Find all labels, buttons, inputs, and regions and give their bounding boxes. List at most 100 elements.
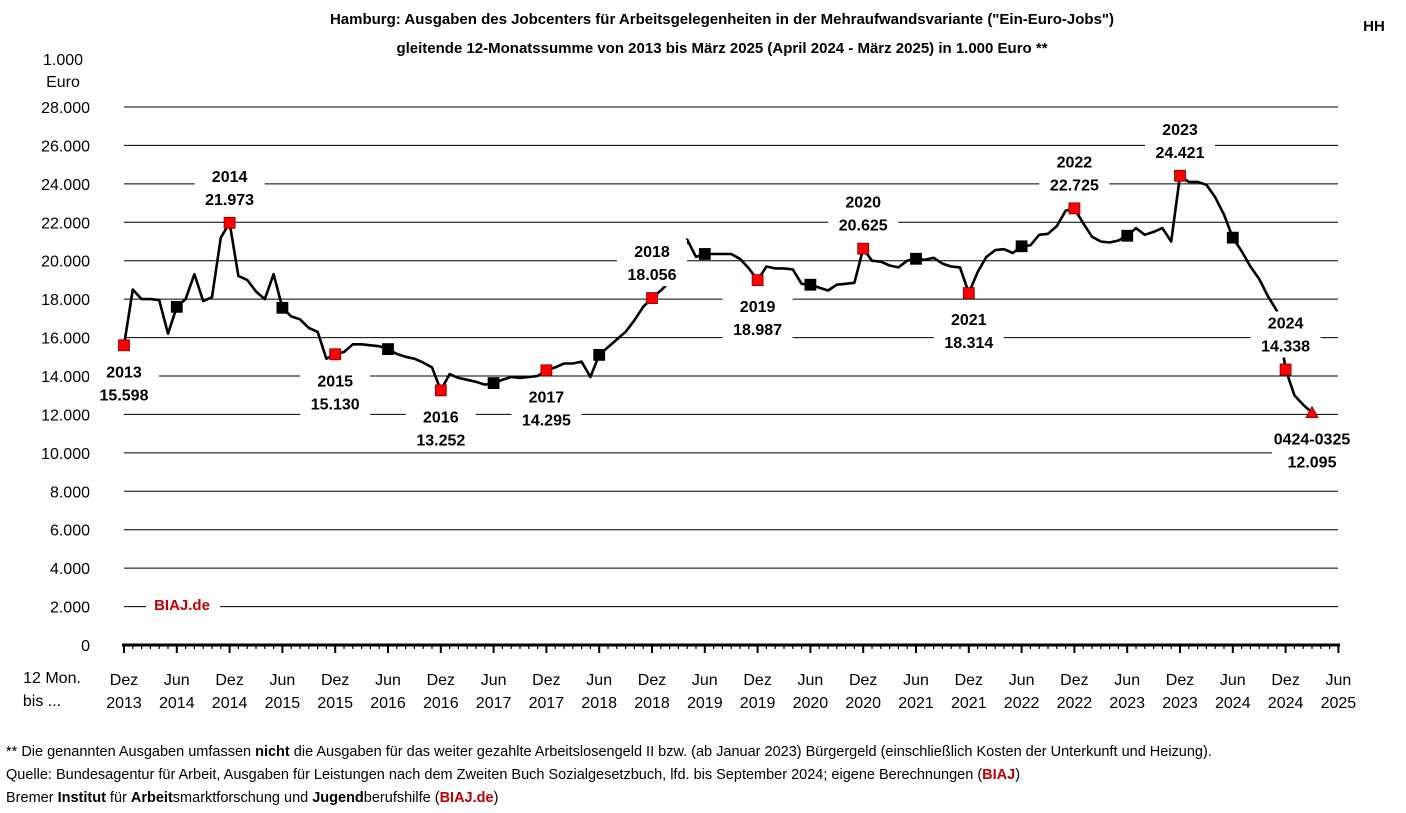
x-axis-label-line1: 12 Mon.: [23, 670, 81, 687]
inst-f: Jugend: [312, 790, 364, 806]
x-tick-month: Dez: [215, 672, 243, 689]
annotation-value: 22.725: [1050, 177, 1099, 194]
x-tick-year: 2023: [1162, 695, 1198, 712]
annotation-year: 0424-0325: [1274, 432, 1351, 449]
x-tick-month: Jun: [1220, 672, 1246, 689]
annotation-backdrop: [1039, 150, 1110, 197]
x-tick-month: Dez: [427, 672, 455, 689]
x-tick-month: Jun: [1009, 672, 1035, 689]
annotation-value: 18.056: [628, 267, 677, 284]
x-tick-month: Dez: [321, 672, 349, 689]
series-line: [122, 174, 1313, 414]
x-tick-month: Dez: [638, 672, 666, 689]
footnote-text-a: ** Die genannten Ausgaben umfassen: [6, 744, 256, 760]
x-tick-month: Dez: [849, 672, 877, 689]
annotation-year: 2021: [951, 312, 987, 329]
x-tick-year: 2019: [687, 695, 723, 712]
annotation-year: 2016: [423, 409, 459, 426]
x-tick-month: Dez: [532, 672, 560, 689]
y-tick-label: 2.000: [50, 600, 90, 617]
footnote-text-c: die Ausgaben für das weiter gezahlte Arb…: [289, 744, 1212, 760]
x-tick-month: Jun: [586, 672, 612, 689]
chart-title-line1: Hamburg: Ausgaben des Jobcenters für Arb…: [330, 11, 1114, 28]
annotation-backdrop: [933, 308, 1004, 355]
x-tick-month: Jun: [481, 672, 507, 689]
x-tick-year: 2021: [898, 695, 934, 712]
annotation-year: 2023: [1162, 122, 1198, 139]
annotation-year: 2013: [106, 364, 142, 381]
x-tick-year: 2015: [265, 695, 301, 712]
annotation-value: 15.598: [100, 387, 149, 404]
marker-black: [382, 343, 394, 356]
inst-c: für: [105, 790, 131, 806]
y-tick-label: 0: [81, 638, 90, 655]
marker-black: [1121, 229, 1134, 242]
annotation-year: 2022: [1057, 154, 1093, 171]
marker-black: [1226, 231, 1239, 244]
y-tick-label: 4.000: [50, 561, 90, 578]
x-tick-month: Dez: [1060, 672, 1088, 689]
annotation-value: 20.625: [839, 218, 888, 235]
y-tick-label: 6.000: [50, 523, 90, 540]
region-code: HH: [1363, 18, 1385, 35]
annotation-backdrop: [1250, 311, 1321, 358]
marker-red: [646, 292, 658, 304]
marker-red: [751, 274, 764, 287]
y-tick-label: 20.000: [41, 254, 90, 271]
annotation-value: 18.987: [733, 322, 782, 339]
annotation-year: 2018: [634, 244, 670, 261]
y-tick-label: 24.000: [41, 177, 90, 194]
annotation-backdrop: [405, 405, 476, 452]
y-tick-label: 14.000: [41, 369, 90, 386]
x-axis-label-line2: bis ...: [23, 693, 61, 710]
inst-close: ): [493, 790, 499, 806]
marker-black: [593, 348, 606, 361]
marker-black: [910, 252, 922, 265]
marker-black: [487, 377, 500, 390]
footnote-institute: Bremer Institut für Arbeitsmarktforschun…: [6, 790, 498, 806]
inst-g: berufshilfe (: [363, 790, 440, 806]
x-tick-month: Jun: [1326, 672, 1352, 689]
x-tick-year: 2024: [1215, 695, 1251, 712]
annotation-year: 2024: [1268, 316, 1304, 333]
footnote-exclusion: ** Die genannten Ausgaben umfassen nicht…: [6, 744, 1212, 760]
inst-b: Institut: [57, 790, 106, 806]
marker-triangle: [1305, 405, 1319, 419]
annotation-backdrop: [194, 164, 265, 211]
x-tick-month: Dez: [1166, 672, 1194, 689]
x-tick-year: 2025: [1321, 695, 1357, 712]
inst-a: Bremer: [6, 790, 58, 806]
marker-black: [276, 301, 289, 314]
y-tick-label: 18.000: [41, 292, 90, 309]
footnote-source: Quelle: Bundesagentur für Arbeit, Ausgab…: [6, 767, 1020, 783]
annotation-backdrop: [1145, 117, 1215, 164]
annotation-year: 2014: [212, 169, 248, 186]
marker-black: [804, 278, 817, 291]
watermark-text: BIAJ.de: [154, 597, 210, 614]
annotation-year: 2019: [740, 299, 776, 316]
y-tick-label: 16.000: [41, 331, 90, 348]
annotation-value: 24.421: [1156, 145, 1205, 162]
annotation-year: 2020: [845, 195, 881, 212]
marker-red: [223, 216, 236, 229]
x-tick-year: 2024: [1268, 695, 1304, 712]
x-tick-year: 2015: [317, 695, 353, 712]
x-tick-month: Jun: [1114, 672, 1140, 689]
marker-red: [434, 384, 447, 397]
inst-e: smarktforschung und: [172, 790, 313, 806]
x-tick-month: Dez: [743, 672, 771, 689]
x-tick-month: Jun: [798, 672, 824, 689]
inst-link: BIAJ.de: [439, 790, 494, 806]
annotation-backdrop: [828, 190, 899, 237]
x-tick-year: 2016: [370, 695, 406, 712]
inst-d: Arbeit: [130, 790, 173, 806]
marker-black: [1015, 240, 1028, 253]
x-tick-year: 2018: [581, 695, 617, 712]
x-tick-month: Jun: [375, 672, 401, 689]
annotation-backdrop: [722, 295, 793, 342]
y-tick-label: 28.000: [41, 100, 90, 117]
x-tick-month: Jun: [903, 672, 929, 689]
x-tick-year: 2022: [1057, 695, 1093, 712]
annotation-value: 21.973: [205, 192, 254, 209]
x-tick-month: Jun: [164, 672, 190, 689]
